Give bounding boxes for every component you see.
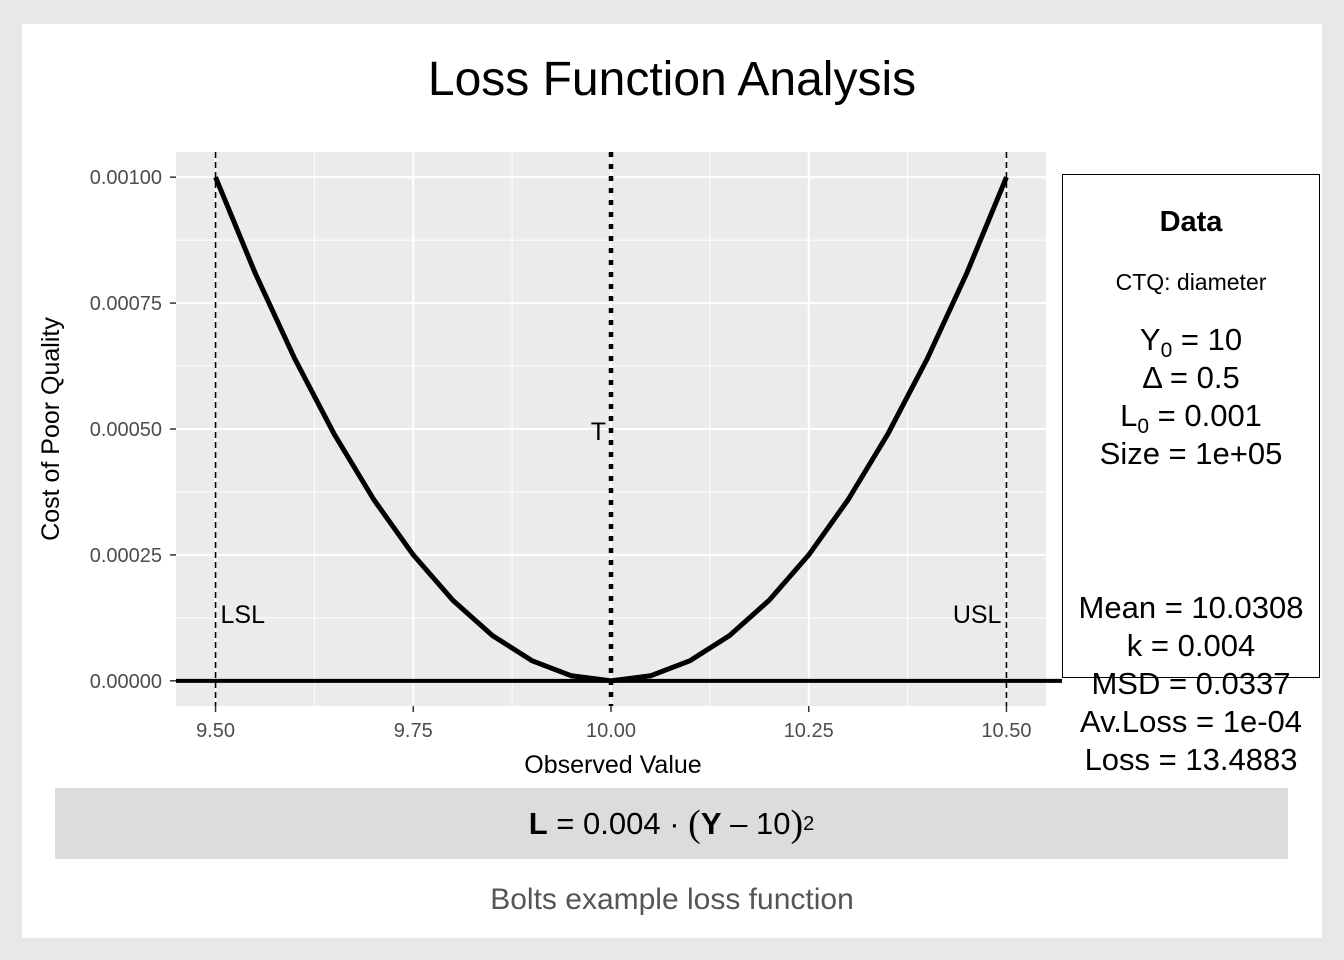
reference-label-usl: USL: [953, 601, 1002, 629]
x-tick-label: 10.00: [586, 720, 636, 742]
data-panel-top-box: [1062, 174, 1320, 517]
y-tick-label: 0.00075: [90, 293, 162, 315]
data-panel-heading: Data: [1159, 206, 1223, 238]
data-panel-bottom-box: [1062, 516, 1320, 678]
y-tick-label: 0.00050: [90, 419, 162, 441]
target-value: Y0 = 10: [1139, 322, 1243, 362]
formula-minus-target: – 10: [721, 805, 791, 841]
k-value: k = 0.004: [1126, 628, 1256, 663]
chart-title: Loss Function Analysis: [427, 53, 917, 106]
parameters-block: Y0 = 10 Δ = 0.5 L0 = 0.001 Size = 1e+05: [1062, 321, 1320, 473]
delta-value: Δ = 0.5: [1142, 360, 1240, 395]
y-tick-label: 0.00000: [90, 671, 162, 693]
caption: Bolts example loss function: [490, 883, 854, 916]
y-tick-label: 0.00100: [90, 167, 162, 189]
formula-l: L: [528, 805, 548, 841]
reference-label-t: T: [591, 418, 606, 446]
x-axis-title: Observed Value: [524, 751, 701, 779]
formula-coef: = 0.004 ·: [547, 805, 689, 841]
x-tick-label: 9.50: [196, 720, 235, 742]
ctq-label: CTQ: diameter: [1115, 269, 1267, 295]
formula-y: Y: [700, 805, 722, 841]
avloss-value: Av.Loss = 1e-04: [1079, 704, 1303, 739]
x-tick-label: 9.75: [394, 720, 433, 742]
formula-open-paren: (: [688, 802, 701, 845]
msd-value: MSD = 0.0337: [1091, 666, 1291, 701]
x-tick-label: 10.25: [784, 720, 834, 742]
results-block: Mean = 10.0308 k = 0.004 MSD = 0.0337 Av…: [1062, 589, 1320, 779]
x-tick-label: 10.50: [981, 720, 1031, 742]
loss-value: Loss = 13.4883: [1084, 742, 1298, 777]
y-tick-label: 0.00025: [90, 545, 162, 567]
l0-value: L0 = 0.001: [1120, 398, 1262, 438]
mean-value: Mean = 10.0308: [1078, 590, 1304, 625]
y-axis-title: Cost of Poor Quality: [37, 317, 65, 541]
formula-close-paren: ): [790, 802, 804, 845]
loss-formula: L = 0.004 · ( Y – 10 ) 2: [55, 788, 1288, 859]
size-value: Size = 1e+05: [1099, 436, 1283, 471]
loss-curve-line: [213, 176, 1009, 684]
reference-label-lsl: LSL: [221, 601, 266, 629]
